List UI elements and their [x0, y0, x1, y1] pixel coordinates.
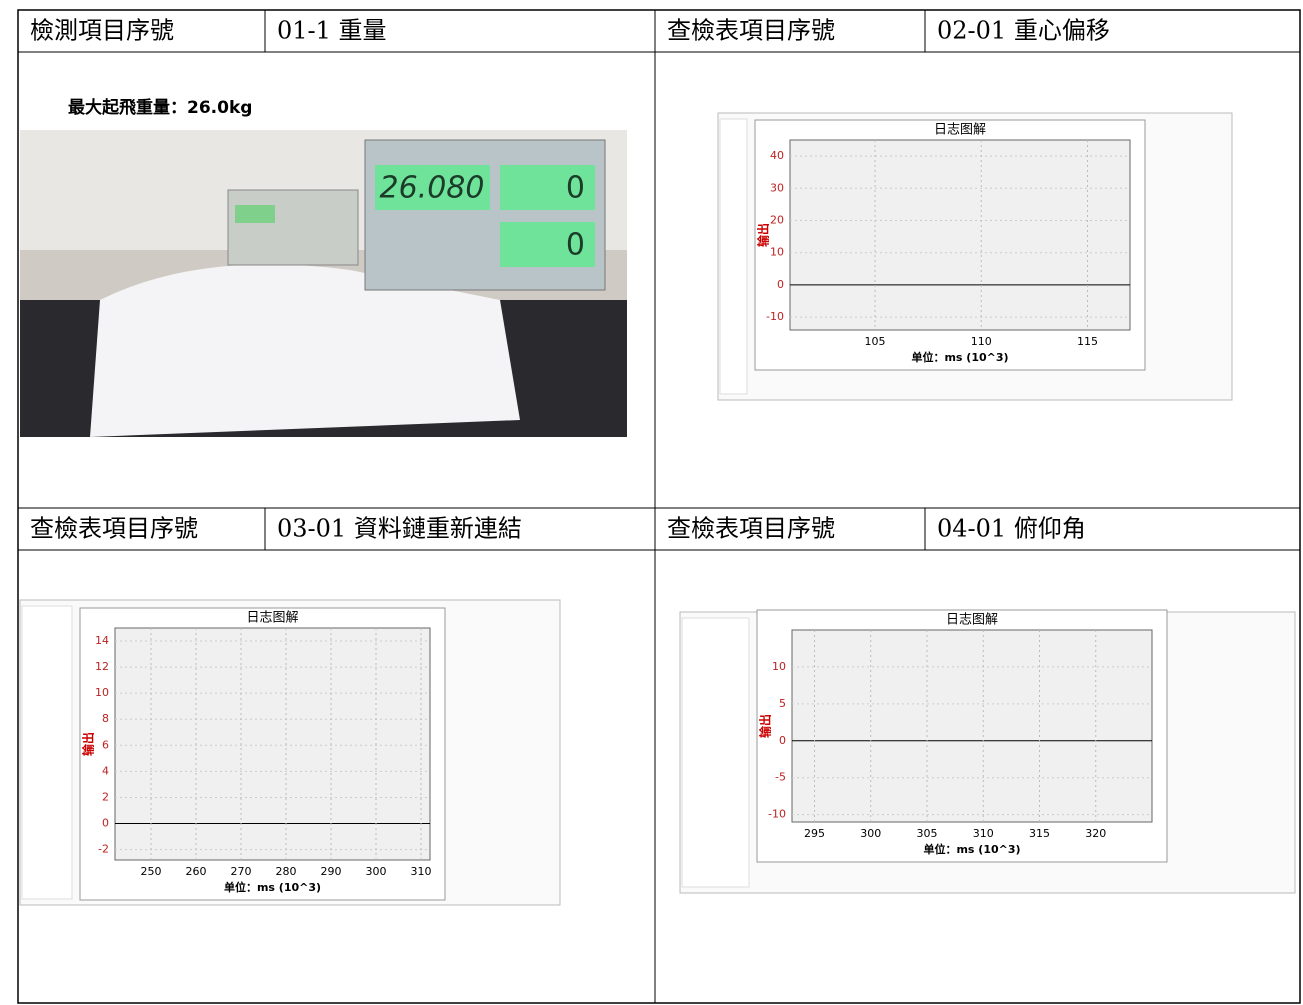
x-tick-label: 290: [321, 865, 342, 878]
y-tick-label: -5: [775, 771, 786, 784]
table-border: [17, 9, 1301, 1004]
y-tick-label: 30: [770, 181, 784, 194]
cell-label: 查檢表項目序號: [667, 17, 835, 45]
y-tick-label: 2: [102, 790, 109, 803]
screen-title: 日志图解: [246, 611, 298, 626]
y-tick-label: 10: [770, 246, 784, 259]
y-axis-label: 输出: [81, 732, 96, 756]
y-tick-label: 0: [777, 278, 784, 291]
window-panel: [21, 605, 73, 900]
y-tick-label: -10: [768, 808, 786, 821]
x-tick-label: 105: [865, 335, 886, 348]
x-axis-label: 单位：ms (10^3): [923, 842, 1020, 856]
y-tick-label: -10: [766, 310, 784, 323]
y-tick-label: 0: [779, 734, 786, 747]
y-tick-label: -2: [98, 843, 109, 856]
y-tick-label: 10: [772, 660, 786, 673]
cell-label: 查檢表項目序號: [30, 515, 198, 543]
y-tick-label: 4: [102, 764, 109, 777]
screen-title: 日志图解: [934, 123, 986, 138]
scale-reading: 26.080: [380, 171, 485, 206]
x-tick-label: 310: [411, 865, 432, 878]
x-tick-label: 315: [1029, 827, 1050, 840]
y-tick-label: 5: [779, 697, 786, 710]
x-tick-label: 295: [804, 827, 825, 840]
x-tick-label: 280: [276, 865, 297, 878]
x-tick-label: 300: [366, 865, 387, 878]
y-tick-label: 0: [102, 817, 109, 830]
window-panel: [681, 617, 750, 888]
y-tick-label: 10: [95, 686, 109, 699]
plot-area: [114, 627, 431, 861]
window-panel: [719, 118, 748, 395]
plot-area: [789, 139, 1131, 331]
y-axis-label: 输出: [756, 223, 771, 247]
cell-value: 01-1 重量: [277, 17, 387, 45]
x-tick-label: 300: [860, 827, 881, 840]
screen-title: 日志图解: [946, 613, 998, 628]
photo: [20, 130, 627, 437]
x-tick-label: 310: [973, 827, 994, 840]
x-axis-label: 单位：ms (10^3): [224, 880, 321, 894]
x-tick-label: 270: [231, 865, 252, 878]
cell-label: 查檢表項目序號: [667, 515, 835, 543]
y-tick-label: 40: [770, 149, 784, 162]
y-tick-label: 14: [95, 634, 109, 647]
cell-value: 04-01 俯仰角: [937, 515, 1086, 543]
x-axis-label: 单位：ms (10^3): [911, 350, 1008, 364]
cell-value: 02-01 重心偏移: [937, 17, 1110, 45]
x-tick-label: 115: [1077, 335, 1098, 348]
x-tick-label: 320: [1085, 827, 1106, 840]
y-tick-label: 12: [95, 660, 109, 673]
cell-label: 檢測項目序號: [30, 17, 174, 45]
x-tick-label: 110: [971, 335, 992, 348]
x-tick-label: 250: [141, 865, 162, 878]
y-tick-label: 8: [102, 712, 109, 725]
x-tick-label: 305: [917, 827, 938, 840]
y-tick-label: 6: [102, 738, 109, 751]
plot-area: [791, 629, 1153, 823]
x-tick-label: 260: [186, 865, 207, 878]
scale-count: 0: [566, 228, 585, 263]
caption: 最大起飛重量：26.0kg: [68, 97, 252, 118]
y-tick-label: 20: [770, 214, 784, 227]
scale-tare: 0: [566, 171, 585, 206]
cell-value: 03-01 資料鏈重新連結: [277, 515, 522, 543]
y-axis-label: 输出: [758, 714, 773, 738]
